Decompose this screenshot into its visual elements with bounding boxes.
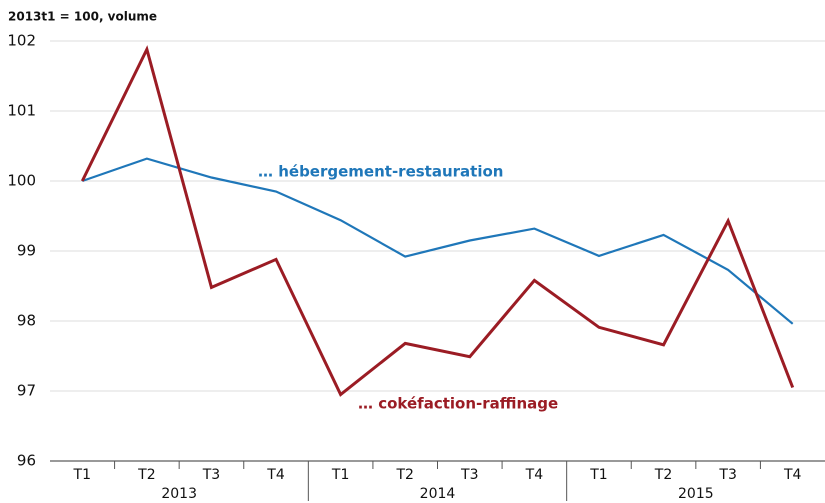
x-tick-label: T2	[395, 467, 413, 483]
y-tick-label: 98	[17, 312, 36, 330]
series-label: … hébergement-restauration	[258, 163, 503, 181]
year-label: 2013	[161, 486, 197, 502]
chart-subtitle: 2013t1 = 100, volume	[8, 10, 157, 24]
x-tick-label: T4	[783, 467, 802, 483]
y-tick-label: 100	[7, 172, 36, 190]
x-tick-label: T4	[266, 467, 285, 483]
series-line	[80, 45, 795, 397]
year-label: 2014	[420, 486, 456, 502]
x-tick-label: T4	[525, 467, 544, 483]
x-tick-label: T1	[331, 467, 349, 483]
y-tick-label: 99	[17, 242, 36, 260]
y-tick-label: 101	[7, 102, 36, 120]
y-tick-label: 97	[17, 382, 36, 400]
series-label: … cokéfaction-raffinage	[358, 395, 558, 413]
y-tick-label: 96	[17, 452, 36, 470]
x-tick-label: T1	[589, 467, 607, 483]
series-line	[81, 157, 794, 325]
x-tick-label: T2	[654, 467, 672, 483]
x-tick-label: T2	[137, 467, 155, 483]
x-tick-label: T3	[718, 467, 736, 483]
x-tick-label: T3	[460, 467, 478, 483]
y-tick-label: 102	[7, 32, 36, 50]
x-tick-label: T1	[73, 467, 91, 483]
year-label: 2015	[678, 486, 714, 502]
x-tick-label: T3	[202, 467, 220, 483]
